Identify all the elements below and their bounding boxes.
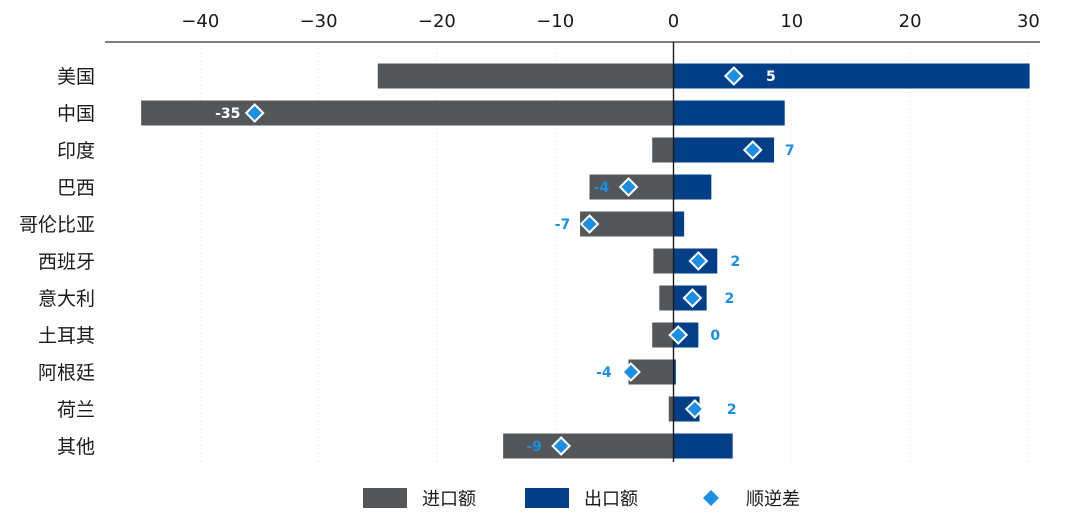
data-label: -9 bbox=[526, 439, 542, 455]
data-label: -4 bbox=[594, 180, 610, 196]
data-label: 5 bbox=[766, 69, 776, 85]
category-label: 中国 bbox=[57, 103, 95, 125]
import-bar bbox=[653, 248, 674, 274]
category-label: 其他 bbox=[57, 436, 95, 458]
x-axis: −40 −30 −20 −10 0 10 20 30 bbox=[105, 11, 1040, 43]
export-bar bbox=[673, 359, 676, 385]
category-label: 美国 bbox=[57, 66, 95, 88]
category-label: 土耳其 bbox=[38, 325, 95, 347]
x-tick-label: 10 bbox=[780, 11, 803, 32]
legend-label-balance: 顺逆差 bbox=[746, 489, 800, 510]
import-bar bbox=[503, 433, 674, 459]
data-labels: 5 -35 7 -4 -7 2 2 0 -4 2 -9 bbox=[215, 69, 795, 455]
data-label: -4 bbox=[596, 365, 612, 381]
category-label: 巴西 bbox=[57, 177, 95, 199]
data-label: -35 bbox=[215, 106, 240, 122]
bars bbox=[141, 63, 1030, 459]
x-tick-label: −20 bbox=[418, 11, 456, 32]
balance-marker bbox=[668, 325, 689, 345]
import-bar bbox=[659, 285, 674, 311]
x-tick-label: −30 bbox=[300, 11, 338, 32]
category-label: 意大利 bbox=[38, 288, 95, 310]
data-label: 2 bbox=[730, 254, 740, 270]
data-label: 7 bbox=[785, 143, 795, 159]
balance-marker bbox=[742, 140, 763, 160]
balance-marker bbox=[723, 66, 744, 86]
data-label: 2 bbox=[727, 402, 737, 418]
import-bar bbox=[377, 63, 674, 89]
legend-label-export: 出口额 bbox=[584, 489, 638, 510]
data-label: 0 bbox=[710, 328, 720, 344]
balance-marker bbox=[682, 288, 703, 308]
x-tick-label: 20 bbox=[899, 11, 922, 32]
x-tick-label: 30 bbox=[1017, 11, 1040, 32]
balance-marker bbox=[618, 177, 639, 197]
import-bar bbox=[652, 137, 674, 163]
export-bar bbox=[673, 433, 733, 459]
category-label: 阿根廷 bbox=[38, 362, 95, 384]
export-bar bbox=[673, 211, 685, 237]
balance-marker bbox=[244, 103, 265, 123]
import-bar bbox=[652, 322, 674, 348]
category-label: 印度 bbox=[57, 140, 95, 162]
x-tick-label: −10 bbox=[536, 11, 574, 32]
x-tick-label: 0 bbox=[668, 11, 679, 32]
legend-swatch-export bbox=[525, 488, 569, 508]
category-label: 西班牙 bbox=[38, 251, 95, 273]
data-label: 2 bbox=[725, 291, 735, 307]
markers bbox=[244, 66, 763, 456]
legend-label-import: 进口额 bbox=[422, 489, 476, 510]
data-label: -7 bbox=[555, 217, 571, 233]
balance-marker bbox=[684, 399, 705, 419]
balance-marker bbox=[579, 214, 600, 234]
import-bar bbox=[668, 396, 674, 422]
category-label: 哥伦比亚 bbox=[19, 214, 95, 236]
legend-swatch-balance bbox=[703, 490, 719, 506]
balance-marker bbox=[688, 251, 709, 271]
import-bar bbox=[141, 100, 674, 126]
category-label: 荷兰 bbox=[57, 399, 95, 421]
balance-marker bbox=[551, 436, 572, 456]
export-bar bbox=[673, 100, 785, 126]
balance-marker bbox=[620, 362, 641, 382]
legend-swatch-import bbox=[363, 488, 407, 508]
x-tick-label: −40 bbox=[181, 11, 219, 32]
export-bar bbox=[673, 174, 712, 200]
legend: 进口额 出口额 顺逆差 bbox=[363, 488, 800, 510]
